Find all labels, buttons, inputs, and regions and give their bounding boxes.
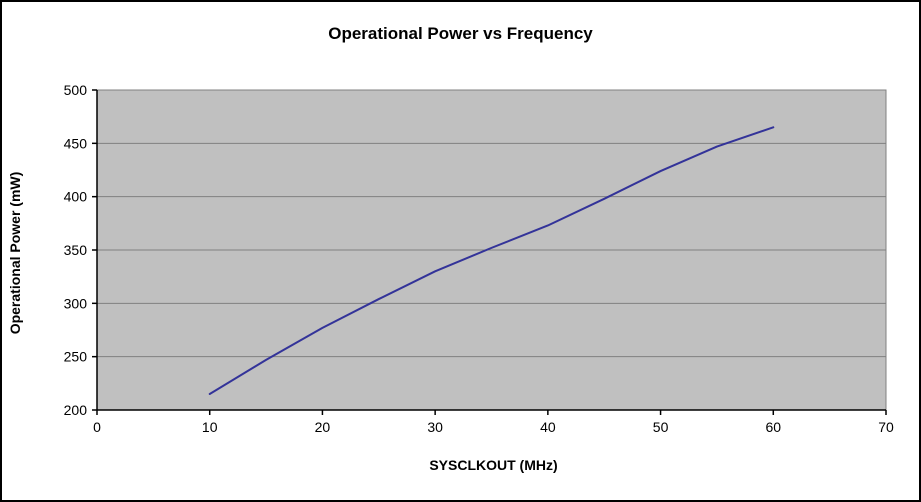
x-tick-label: 50 bbox=[653, 419, 669, 435]
data-series-line bbox=[208, 126, 775, 395]
y-tick-label: 350 bbox=[64, 242, 88, 258]
x-tick-label: 0 bbox=[93, 419, 101, 435]
y-tick-label: 400 bbox=[64, 189, 88, 205]
y-tick-label: 300 bbox=[64, 295, 88, 311]
x-tick-label: 40 bbox=[540, 419, 556, 435]
x-tick-label: 60 bbox=[765, 419, 781, 435]
y-tick-label: 450 bbox=[64, 135, 88, 151]
x-tick-label: 70 bbox=[878, 419, 894, 435]
x-tick-label: 10 bbox=[202, 419, 218, 435]
chart-title: Operational Power vs Frequency bbox=[328, 24, 593, 43]
x-tick-label: 30 bbox=[427, 419, 443, 435]
x-axis-title: SYSCLKOUT (MHz) bbox=[429, 457, 558, 473]
y-tick-label: 500 bbox=[64, 82, 88, 98]
y-tick-label: 200 bbox=[64, 402, 88, 418]
y-tick-label: 250 bbox=[64, 349, 88, 365]
x-tick-label: 20 bbox=[315, 419, 331, 435]
